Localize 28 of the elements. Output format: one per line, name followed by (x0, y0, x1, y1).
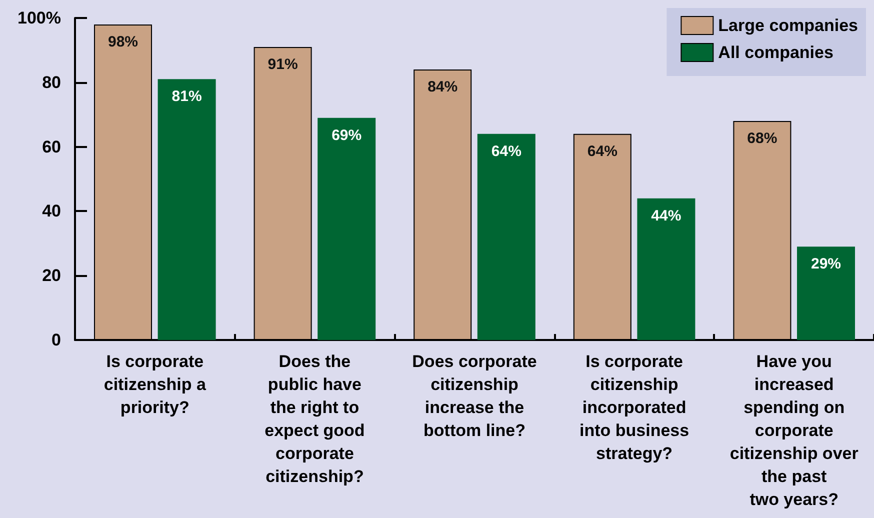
data-label: 44% (651, 207, 682, 224)
x-tick-label: Is corporate citizenship incorporated into business strategy? (580, 352, 690, 463)
data-label: 98% (108, 33, 138, 50)
data-label: 68% (747, 130, 778, 148)
x-tick-label: Does the public have the right to expect good corporate citizenship? (264, 352, 365, 486)
bar (477, 134, 536, 340)
bar (797, 246, 855, 340)
data-label: 81% (172, 88, 202, 106)
y-tick-label: 40 (42, 202, 61, 221)
data-label: 64% (491, 142, 522, 160)
y-tick-label: 100% (18, 8, 61, 28)
x-tick-label: Does corporate citizenship increase the bottom line? (412, 352, 537, 440)
x-tick-label: Have you increased spending on corporate citizenship over the past two years? (730, 352, 859, 509)
y-tick-label: 20 (42, 266, 61, 286)
x-tick-label: Is corporate citizenship a priority? (104, 352, 206, 417)
bar (637, 198, 696, 340)
data-label: 69% (332, 126, 362, 144)
legend-label: All companies (718, 43, 834, 62)
data-label: 64% (587, 142, 618, 160)
y-tick-label: 60 (42, 137, 61, 156)
y-tick-label: 80 (42, 72, 61, 92)
bar (158, 79, 216, 340)
bar (318, 118, 376, 340)
data-label: 91% (268, 56, 298, 73)
legend-label: Large companies (718, 16, 858, 35)
data-label: 29% (810, 256, 842, 273)
y-tick-label: 0 (52, 330, 61, 350)
data-label: 84% (428, 78, 458, 96)
